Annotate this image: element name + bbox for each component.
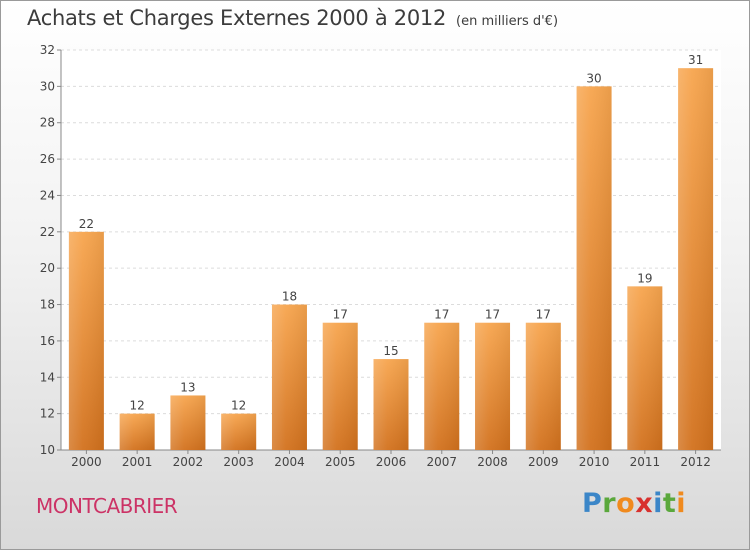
chart-title: Achats et Charges Externes 2000 à 2012 (e…: [27, 6, 558, 30]
bar-value-label: 22: [79, 217, 94, 231]
bar-shine: [525, 322, 561, 450]
bar-value-label: 31: [688, 53, 703, 67]
bar-value-label: 17: [333, 308, 348, 322]
x-tick-label: 2007: [426, 455, 457, 469]
bar-value-label: 15: [383, 344, 398, 358]
x-tick-label: 2010: [579, 455, 610, 469]
bar-value-label: 13: [180, 380, 195, 394]
y-tick-label: 18: [40, 298, 55, 312]
bar-value-label: 12: [130, 399, 145, 413]
bar-value-label: 19: [637, 271, 652, 285]
x-tick-label: 2008: [477, 455, 508, 469]
logo-letter: P: [582, 488, 603, 519]
y-tick-label: 16: [40, 334, 55, 348]
logo-letter: r: [602, 488, 617, 519]
bar-shine: [170, 395, 206, 450]
y-tick-label: 28: [40, 116, 55, 130]
place-name: MONTCABRIER: [36, 494, 178, 518]
logo-letter: i: [676, 488, 687, 519]
y-tick-label: 14: [40, 370, 55, 384]
x-tick-label: 2003: [223, 455, 254, 469]
y-tick-label: 32: [40, 43, 55, 57]
bar-shine: [576, 86, 612, 450]
bar-shine: [373, 359, 409, 450]
y-tick-label: 10: [40, 443, 55, 457]
y-tick-label: 22: [40, 225, 55, 239]
x-tick-label: 2011: [630, 455, 661, 469]
bar-shine: [475, 322, 511, 450]
x-tick-label: 2012: [680, 455, 711, 469]
bar-value-label: 18: [282, 290, 297, 304]
y-tick-label: 12: [40, 407, 55, 421]
x-tick-label: 2009: [528, 455, 559, 469]
logo-letter: x: [635, 488, 654, 519]
y-tick-label: 20: [40, 261, 55, 275]
y-tick-label: 24: [40, 188, 55, 202]
x-tick-label: 2002: [173, 455, 204, 469]
bar-shine: [322, 322, 358, 450]
logo-letter: t: [662, 488, 677, 519]
bar-value-label: 17: [536, 308, 551, 322]
bar-shine: [221, 413, 257, 450]
bar-shine: [678, 68, 714, 450]
bar-shine: [424, 322, 460, 450]
bar-value-label: 17: [485, 308, 500, 322]
x-tick-label: 2001: [122, 455, 153, 469]
x-tick-label: 2004: [274, 455, 305, 469]
chart-title-text: Achats et Charges Externes 2000 à 2012: [27, 6, 447, 30]
bar-shine: [271, 304, 307, 450]
bar-shine: [627, 286, 663, 450]
x-tick-label: 2005: [325, 455, 356, 469]
y-tick-label: 30: [40, 79, 55, 93]
bar-shine: [119, 413, 155, 450]
x-tick-label: 2000: [71, 455, 102, 469]
bar-value-label: 30: [586, 71, 601, 85]
x-tick-label: 2006: [376, 455, 407, 469]
bar-value-label: 12: [231, 399, 246, 413]
chart-unit: (en milliers d'€): [456, 14, 559, 29]
bar-value-label: 17: [434, 308, 449, 322]
logo-letter: o: [616, 488, 636, 519]
y-tick-label: 26: [40, 152, 55, 166]
proxiti-logo: Proxiti: [582, 488, 686, 519]
bar-shine: [68, 231, 104, 450]
logo-letter: i: [653, 488, 663, 519]
